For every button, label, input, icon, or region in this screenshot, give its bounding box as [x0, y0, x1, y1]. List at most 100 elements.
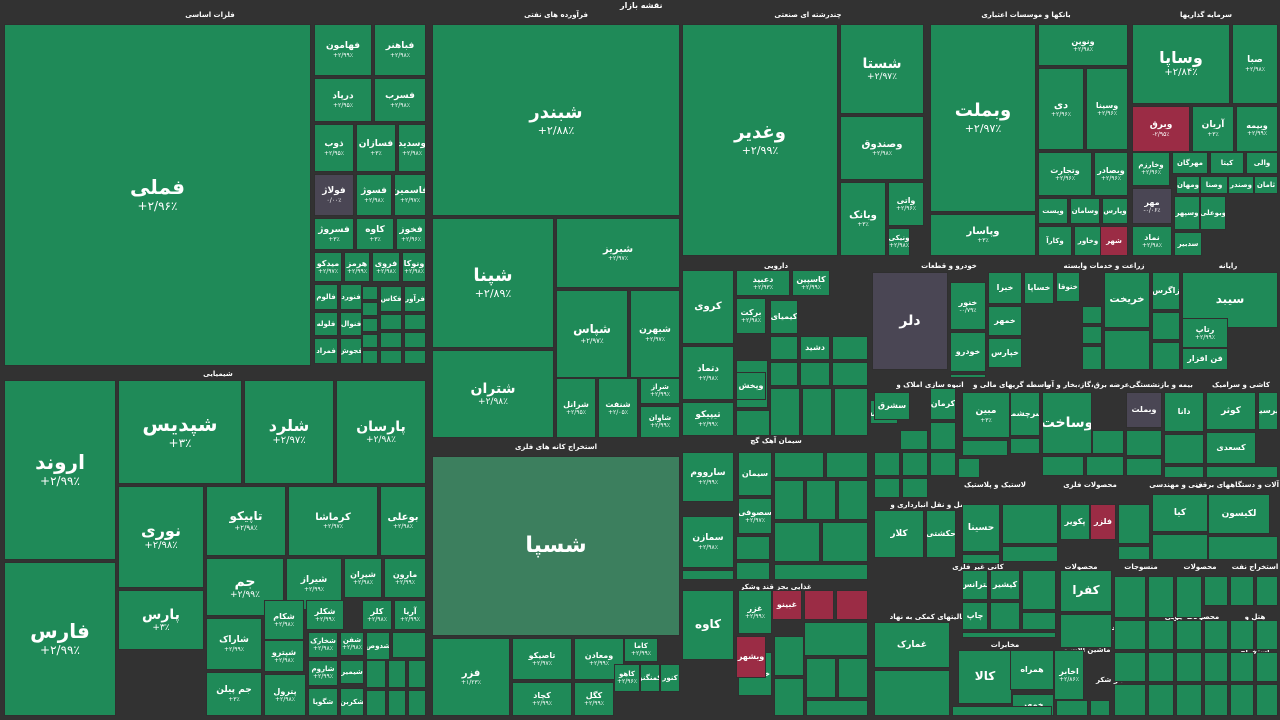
- stock-tile[interactable]: فهامون +۲/۹۹٪: [314, 24, 372, 76]
- stock-tile[interactable]: صبا +۲/۹۸٪: [1232, 24, 1278, 104]
- stock-tile[interactable]: فن افزار: [1182, 348, 1228, 370]
- minor-stock-tile[interactable]: [874, 452, 900, 476]
- stock-tile[interactable]: کلار: [874, 510, 924, 558]
- minor-stock-tile[interactable]: [1176, 620, 1202, 650]
- stock-tile[interactable]: هرمز +۲/۹۹٪: [344, 252, 370, 282]
- minor-stock-tile[interactable]: [902, 478, 928, 498]
- minor-stock-tile[interactable]: [1148, 652, 1174, 682]
- stock-tile[interactable]: سرچشمه: [1010, 392, 1040, 436]
- stock-tile[interactable]: ذوب +۲/۹۵٪: [314, 124, 354, 172]
- stock-tile[interactable]: وپارس: [1102, 198, 1128, 224]
- stock-tile[interactable]: دی +۲/۹۶٪: [1038, 68, 1084, 150]
- stock-tile[interactable]: وصندر: [1228, 176, 1254, 194]
- minor-stock-tile[interactable]: [404, 314, 426, 330]
- stock-tile[interactable]: زاگرس: [1152, 272, 1180, 310]
- stock-tile[interactable]: خساپا: [1024, 272, 1054, 304]
- stock-tile[interactable]: کروی: [682, 270, 734, 344]
- stock-tile[interactable]: کنور: [660, 664, 680, 692]
- minor-stock-tile[interactable]: [1082, 306, 1102, 324]
- minor-stock-tile[interactable]: [1148, 620, 1174, 650]
- minor-stock-tile[interactable]: [1256, 684, 1278, 716]
- stock-tile[interactable]: حکشتی: [926, 510, 956, 558]
- stock-tile[interactable]: فجوش: [340, 338, 362, 364]
- stock-tile[interactable]: سشرق: [874, 392, 910, 420]
- minor-stock-tile[interactable]: [1056, 700, 1088, 716]
- minor-stock-tile[interactable]: [1118, 504, 1150, 544]
- stock-tile[interactable]: پارس +۳٪: [118, 590, 204, 650]
- stock-tile[interactable]: شهر: [1100, 226, 1128, 256]
- stock-tile[interactable]: فمراد: [314, 338, 338, 364]
- minor-stock-tile[interactable]: [800, 362, 830, 386]
- minor-stock-tile[interactable]: [874, 670, 950, 716]
- minor-stock-tile[interactable]: [836, 590, 868, 620]
- minor-stock-tile[interactable]: [1230, 620, 1254, 650]
- stock-tile[interactable]: شاراک +۲/۹۹٪: [206, 618, 262, 670]
- stock-tile[interactable]: شاوان +۲/۹۹٪: [640, 406, 680, 438]
- minor-stock-tile[interactable]: [392, 632, 426, 658]
- stock-tile[interactable]: شبهرن +۲/۹۷٪: [630, 290, 680, 378]
- stock-tile[interactable]: شفن +۲/۹۸٪: [340, 632, 364, 656]
- minor-stock-tile[interactable]: [832, 336, 868, 360]
- minor-stock-tile[interactable]: [1230, 684, 1254, 716]
- stock-tile[interactable]: وغدیر +۲/۹۹٪: [682, 24, 838, 256]
- stock-tile[interactable]: غبینو: [772, 590, 802, 620]
- stock-tile[interactable]: وبانک +۳٪: [840, 182, 886, 256]
- minor-stock-tile[interactable]: [1206, 466, 1278, 478]
- stock-tile[interactable]: ثامان: [1254, 176, 1278, 194]
- minor-stock-tile[interactable]: [1126, 458, 1162, 476]
- stock-tile[interactable]: کیا: [1152, 494, 1208, 532]
- minor-stock-tile[interactable]: [1176, 684, 1202, 716]
- stock-tile[interactable]: فلزر: [1090, 504, 1116, 540]
- stock-tile[interactable]: شپاس +۲/۹۷٪: [556, 290, 628, 378]
- minor-stock-tile[interactable]: [990, 602, 1020, 630]
- stock-tile[interactable]: وسامان: [1070, 198, 1100, 224]
- minor-stock-tile[interactable]: [826, 452, 868, 478]
- minor-stock-tile[interactable]: [1204, 620, 1228, 650]
- stock-tile[interactable]: وبملت +۲/۹۷٪: [930, 24, 1036, 212]
- minor-stock-tile[interactable]: [1230, 576, 1254, 606]
- stock-tile[interactable]: بوعلی +۲/۹۸٪: [380, 486, 426, 556]
- minor-stock-tile[interactable]: [1164, 466, 1204, 478]
- minor-stock-tile[interactable]: [1126, 430, 1162, 456]
- minor-stock-tile[interactable]: [1148, 684, 1174, 716]
- minor-stock-tile[interactable]: [1114, 652, 1146, 682]
- minor-stock-tile[interactable]: [774, 452, 824, 478]
- stock-tile[interactable]: خریخت: [1104, 272, 1150, 328]
- stock-tile[interactable]: فسوژ +۲/۹۸٪: [356, 174, 392, 216]
- stock-tile[interactable]: کچاد +۲/۹۹٪: [512, 682, 572, 716]
- minor-stock-tile[interactable]: [770, 362, 798, 386]
- minor-stock-tile[interactable]: [736, 536, 770, 560]
- stock-tile[interactable]: کمنگنز: [640, 664, 660, 692]
- stock-tile[interactable]: شسپا: [432, 456, 680, 636]
- stock-tile[interactable]: وساپا +۲/۸۴٪: [1132, 24, 1230, 104]
- stock-tile[interactable]: مبین +۳٪: [962, 392, 1010, 438]
- minor-stock-tile[interactable]: [1204, 684, 1228, 716]
- minor-stock-tile[interactable]: [362, 302, 378, 316]
- minor-stock-tile[interactable]: [838, 658, 868, 698]
- minor-stock-tile[interactable]: [366, 690, 386, 716]
- stock-tile[interactable]: سصوفی +۲/۹۷٪: [738, 498, 772, 534]
- stock-tile[interactable]: فملی +۲/۹۶٪: [4, 24, 311, 366]
- minor-stock-tile[interactable]: [380, 314, 402, 330]
- stock-tile[interactable]: دعبید +۲/۹۳٪: [736, 270, 790, 296]
- stock-tile[interactable]: پکویر: [1060, 504, 1090, 540]
- minor-stock-tile[interactable]: [962, 554, 1000, 564]
- stock-tile[interactable]: ونوکا +۲/۹۸٪: [402, 252, 426, 282]
- stock-tile[interactable]: والی: [1246, 152, 1278, 174]
- stock-tile[interactable]: دانا: [1164, 392, 1204, 432]
- minor-stock-tile[interactable]: [1002, 546, 1058, 562]
- stock-tile[interactable]: جم +۲/۹۹٪: [206, 558, 284, 616]
- stock-tile[interactable]: وبوعلی: [1200, 196, 1226, 230]
- stock-tile[interactable]: شکربن: [340, 688, 364, 716]
- stock-tile[interactable]: شتران +۲/۹۸٪: [432, 350, 554, 438]
- minor-stock-tile[interactable]: [1164, 434, 1204, 464]
- minor-stock-tile[interactable]: [366, 660, 386, 688]
- stock-tile[interactable]: کیمیای: [770, 300, 798, 334]
- stock-tile[interactable]: تاصیکو +۲/۹۷٪: [512, 638, 572, 680]
- minor-stock-tile[interactable]: [1152, 534, 1208, 560]
- stock-tile[interactable]: شخارک +۲/۹۸٪: [308, 632, 338, 658]
- minor-stock-tile[interactable]: [1090, 700, 1110, 716]
- stock-tile[interactable]: فارس +۲/۹۹٪: [4, 562, 116, 716]
- minor-stock-tile[interactable]: [1208, 536, 1278, 560]
- stock-tile[interactable]: خمهر: [988, 306, 1022, 336]
